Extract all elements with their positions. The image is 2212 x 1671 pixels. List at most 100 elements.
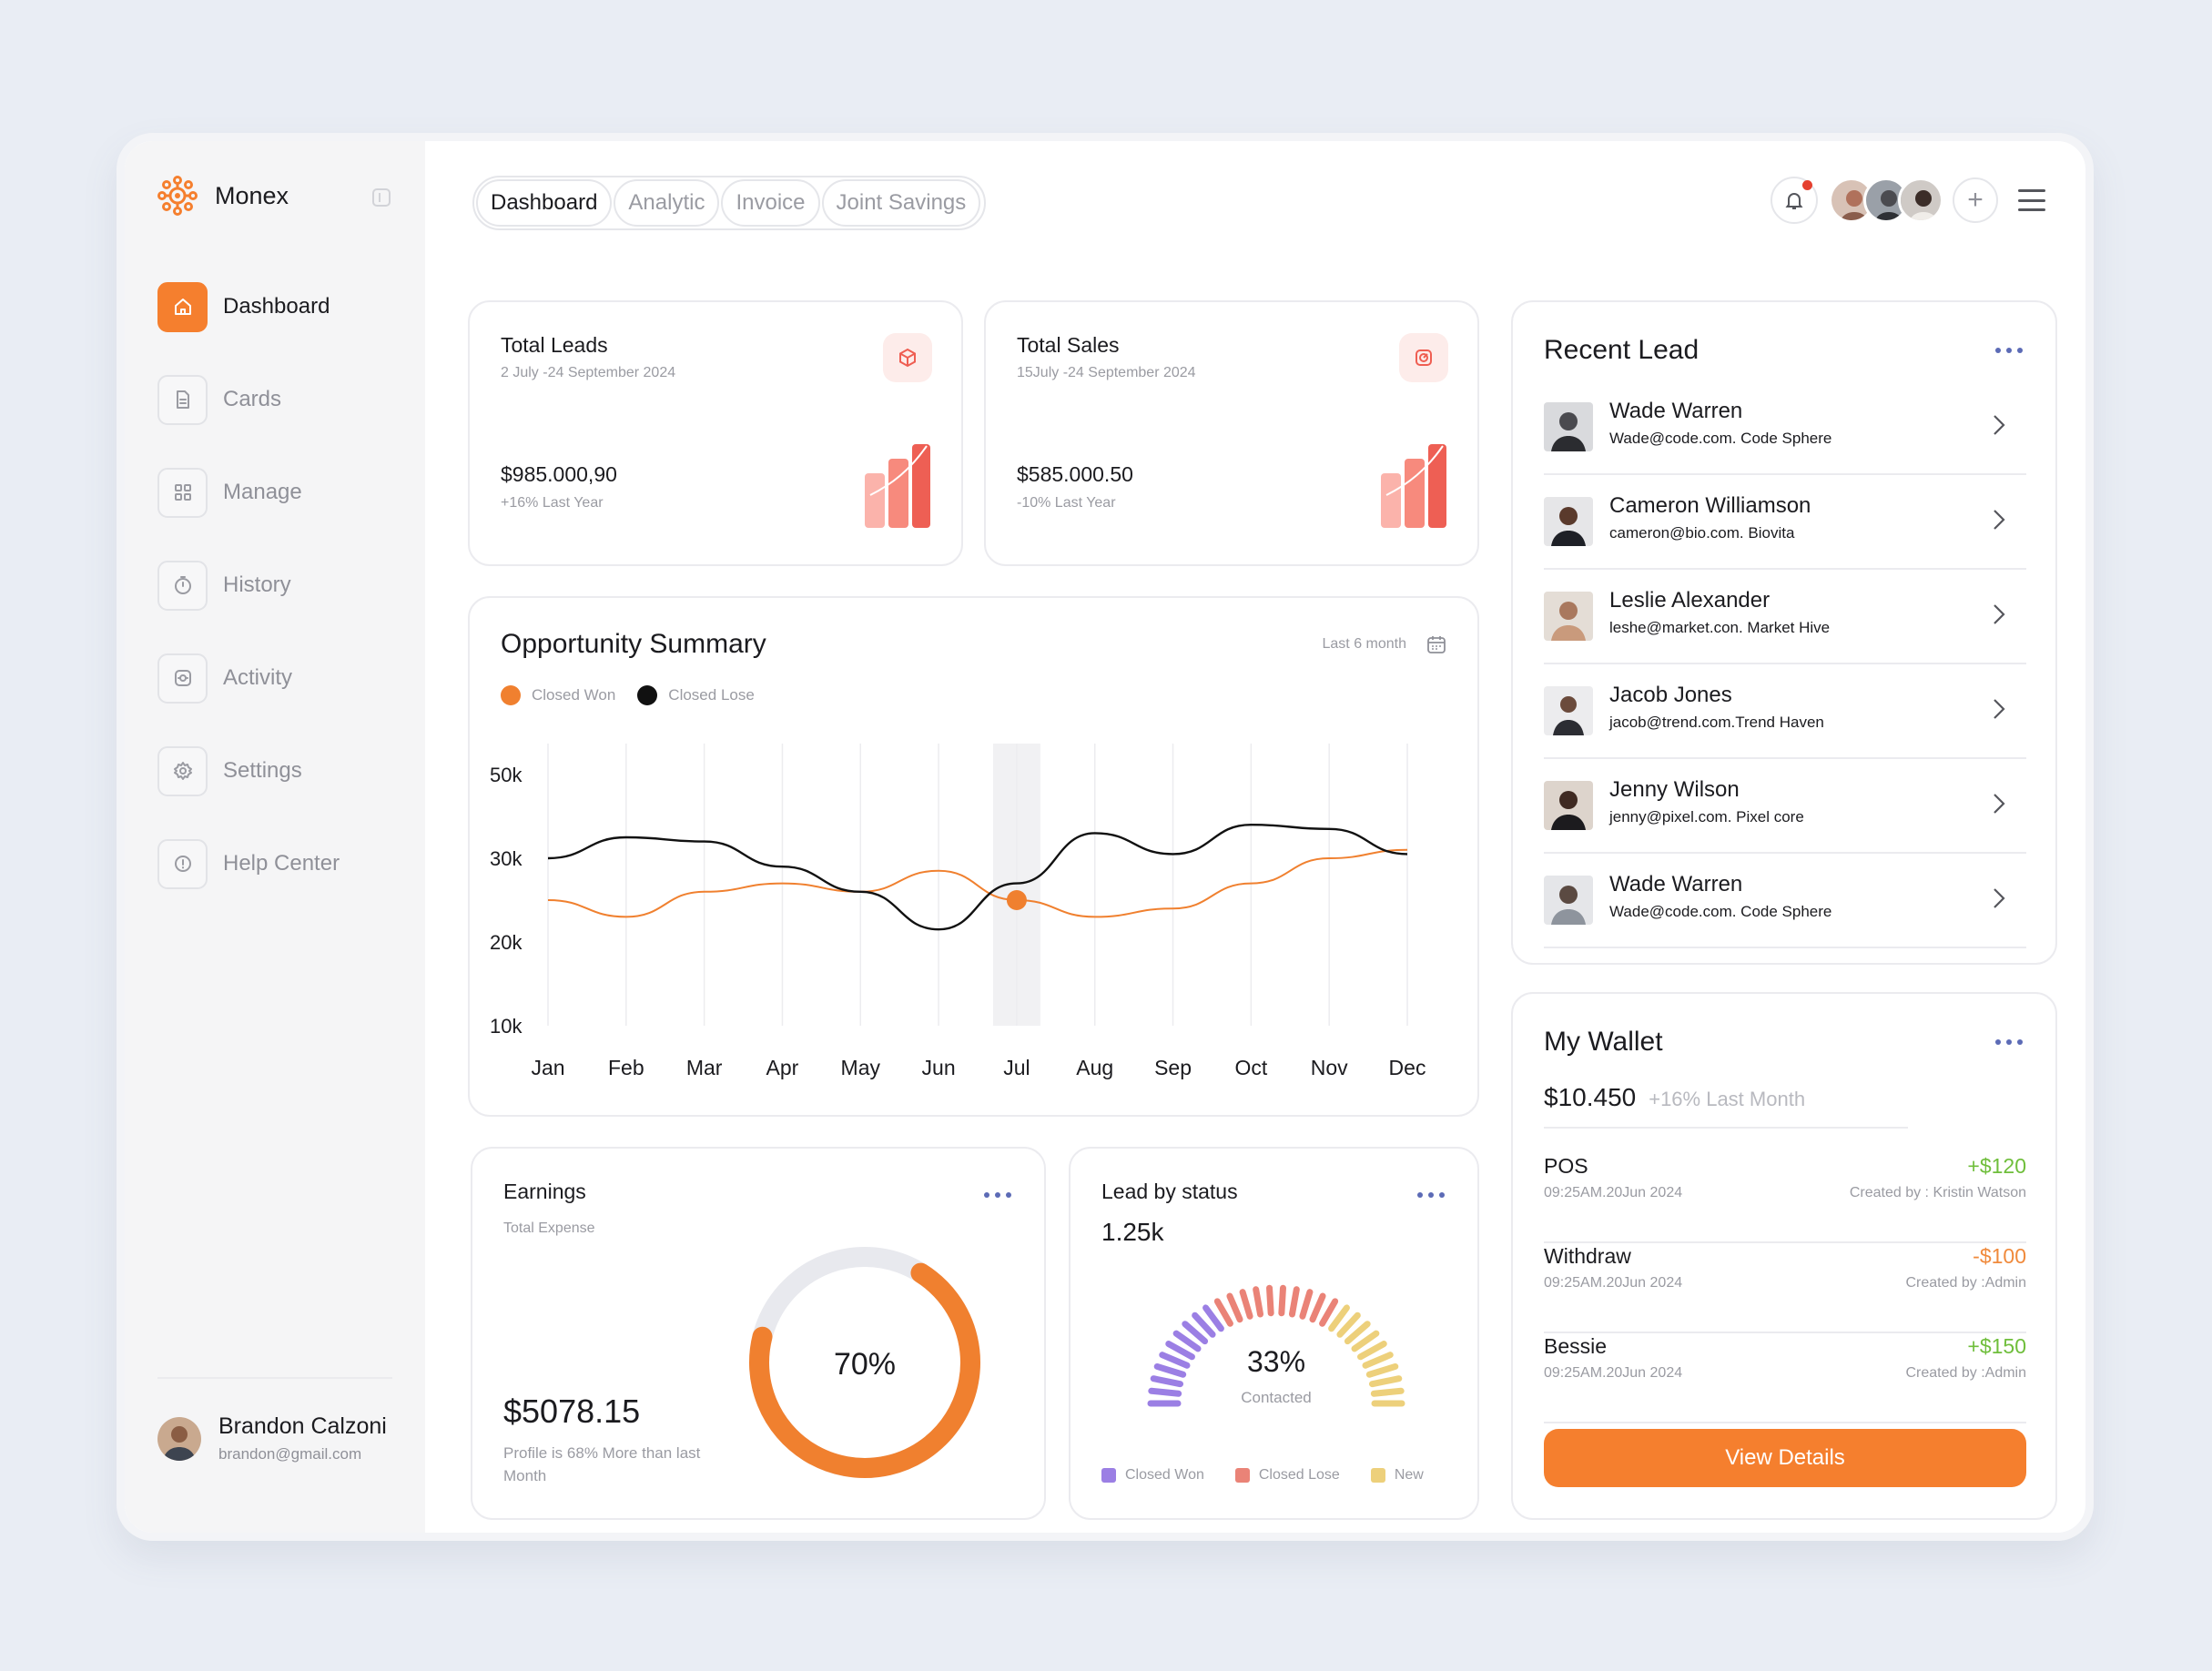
file-icon (157, 374, 208, 425)
list-item[interactable]: Jenny Wilson jenny@pixel.com. Pixel core (1544, 759, 2026, 854)
cube-icon[interactable] (883, 333, 932, 382)
sidebar-item-history[interactable]: History (157, 560, 340, 611)
menu-icon[interactable] (2018, 189, 2045, 211)
gauge-legend: Closed Won Closed Lose New (1101, 1467, 1424, 1484)
gauge-segment (1165, 1341, 1195, 1361)
earnings-note: Profile is 68% More than last Month (503, 1444, 701, 1484)
my-wallet-card: My Wallet $10.450 +16% Last Month POS 09… (1511, 992, 2057, 1520)
sidebar-item-help-center[interactable]: Help Center (157, 838, 340, 889)
legend-swatch (501, 685, 521, 705)
lead-email: leshe@market.con. Market Hive (1609, 619, 1831, 636)
gauge-segment (1309, 1292, 1326, 1323)
gauge-segment (1159, 1352, 1191, 1369)
home-icon (157, 281, 208, 332)
mini-bar-chart (865, 444, 930, 528)
lead-name: Jacob Jones (1609, 683, 1732, 707)
tab-analytic[interactable]: Analytic (614, 179, 720, 227)
lead-email: jenny@pixel.com. Pixel core (1609, 808, 1804, 825)
earnings-percent: 70% (833, 1347, 897, 1382)
avatar (1544, 781, 1593, 830)
lead-text: Wade Warren Wade@code.com. Code Sphere (1609, 872, 1831, 921)
tab-dashboard[interactable]: Dashboard (476, 179, 613, 227)
gauge-segment (1182, 1321, 1209, 1345)
collapse-sidebar-button[interactable] (372, 188, 391, 207)
sidebar-item-label: Help Center (223, 851, 340, 876)
x-tick-label: May (841, 1056, 881, 1079)
lead-status-gauge (1147, 1284, 1405, 1407)
list-item[interactable]: Leslie Alexander leshe@market.con. Marke… (1544, 570, 2026, 664)
avatar (1898, 177, 1943, 223)
lead-text: Jacob Jones jacob@trend.com.Trend Haven (1609, 683, 1824, 732)
kpi-value: $585.000.50 (1017, 462, 1133, 486)
transaction-name: Withdraw (1544, 1244, 1631, 1268)
card-title: Lead by status (1101, 1180, 1238, 1203)
total-leads-card: Total Leads 2 July -24 September 2024 $9… (468, 300, 963, 566)
transaction-creator: Created by : Kristin Watson (1849, 1185, 2026, 1200)
lead-name: Leslie Alexander (1609, 588, 1771, 613)
sidebar: Monex Dashboard Cards Manage (125, 141, 425, 1533)
tab-joint-savings[interactable]: Joint Savings (821, 179, 981, 227)
gauge-segment (1351, 1330, 1380, 1352)
transaction-name: POS (1544, 1154, 1588, 1178)
legend-swatch (637, 685, 658, 705)
tab-invoice[interactable]: Invoice (721, 179, 820, 227)
x-tick-label: Dec (1389, 1056, 1426, 1079)
transaction-row[interactable]: Withdraw 09:25AM.20Jun 2024 -$100 Create… (1544, 1244, 2026, 1333)
series-line (547, 848, 1408, 918)
sidebar-item-label: Dashboard (223, 294, 330, 319)
avatar (157, 1416, 201, 1461)
more-options-icon[interactable] (1995, 1039, 2023, 1047)
sidebar-item-dashboard[interactable]: Dashboard (157, 281, 340, 332)
gauge-segment (1202, 1304, 1224, 1332)
notification-button[interactable] (1771, 177, 1818, 224)
team-avatars[interactable] (1829, 177, 1943, 223)
more-options-icon[interactable] (1995, 348, 2023, 355)
calendar-icon[interactable] (1426, 634, 1446, 654)
x-tick-label: Sep (1154, 1056, 1192, 1079)
card-date-range: 2 July -24 September 2024 (501, 365, 676, 380)
gauge-segment (1266, 1284, 1274, 1317)
sidebar-item-manage[interactable]: Manage (157, 467, 340, 518)
list-item[interactable]: Jacob Jones jacob@trend.com.Trend Haven (1544, 664, 2026, 759)
gauge-segment (1288, 1286, 1300, 1318)
list-item[interactable]: Cameron Williamson cameron@bio.com. Biov… (1544, 475, 2026, 570)
avatar (1544, 686, 1593, 735)
sidebar-item-cards[interactable]: Cards (157, 374, 340, 425)
lead-status-value: 1.25k (1101, 1218, 1164, 1246)
more-options-icon[interactable] (984, 1192, 1011, 1200)
wallet-balance-row: $10.450 +16% Last Month (1544, 1083, 1908, 1129)
sidebar-item-settings[interactable]: Settings (157, 745, 340, 796)
chevron-right-icon (1994, 415, 2005, 435)
lead-text: Jenny Wilson jenny@pixel.com. Pixel core (1609, 777, 1804, 826)
avatar (1544, 592, 1593, 641)
x-tick-label: Feb (608, 1056, 644, 1079)
add-member-button[interactable]: + (1953, 177, 1998, 223)
transaction-amount: +$150 (1967, 1334, 2026, 1358)
sidebar-nav: Dashboard Cards Manage History (157, 281, 340, 931)
chevron-right-icon (1994, 604, 2005, 624)
lead-name: Cameron Williamson (1609, 493, 1811, 518)
date-range-label[interactable]: Last 6 month (1322, 636, 1407, 652)
brand-logo-icon (157, 176, 198, 216)
brand[interactable]: Monex (157, 176, 289, 216)
gauge-segment (1226, 1292, 1243, 1323)
transaction-row[interactable]: Bessie 09:25AM.20Jun 2024 +$150 Created … (1544, 1334, 2026, 1423)
list-item[interactable]: Wade Warren Wade@code.com. Code Sphere (1544, 380, 2026, 475)
sidebar-item-activity[interactable]: Activity (157, 653, 340, 704)
user-profile[interactable]: Brandon Calzoni brandon@gmail.com (157, 1413, 387, 1463)
gauge-segment (1365, 1362, 1399, 1378)
line-chart[interactable]: Jan Feb Mar Apr May Jun Jul Aug Sep Oct Nov Dec 50k 3… (488, 725, 1453, 1108)
view-details-button[interactable]: View Details (1544, 1429, 2026, 1487)
lead-email: Wade@code.com. Code Sphere (1609, 903, 1832, 920)
brand-name: Monex (215, 181, 289, 209)
target-icon[interactable] (1399, 333, 1448, 382)
more-options-icon[interactable] (1417, 1192, 1445, 1200)
transaction-row[interactable]: POS 09:25AM.20Jun 2024 +$120 Created by … (1544, 1154, 2026, 1243)
list-item[interactable]: Wade Warren Wade@code.com. Code Sphere (1544, 854, 2026, 948)
lead-email: cameron@bio.com. Biovita (1609, 524, 1795, 542)
legend-swatch (1370, 1468, 1385, 1483)
transaction-creator: Created by :Admin (1905, 1275, 2026, 1291)
x-tick-label: Jul (1003, 1056, 1030, 1079)
gauge-segment (1362, 1352, 1394, 1369)
gauge-segment (1239, 1289, 1253, 1320)
